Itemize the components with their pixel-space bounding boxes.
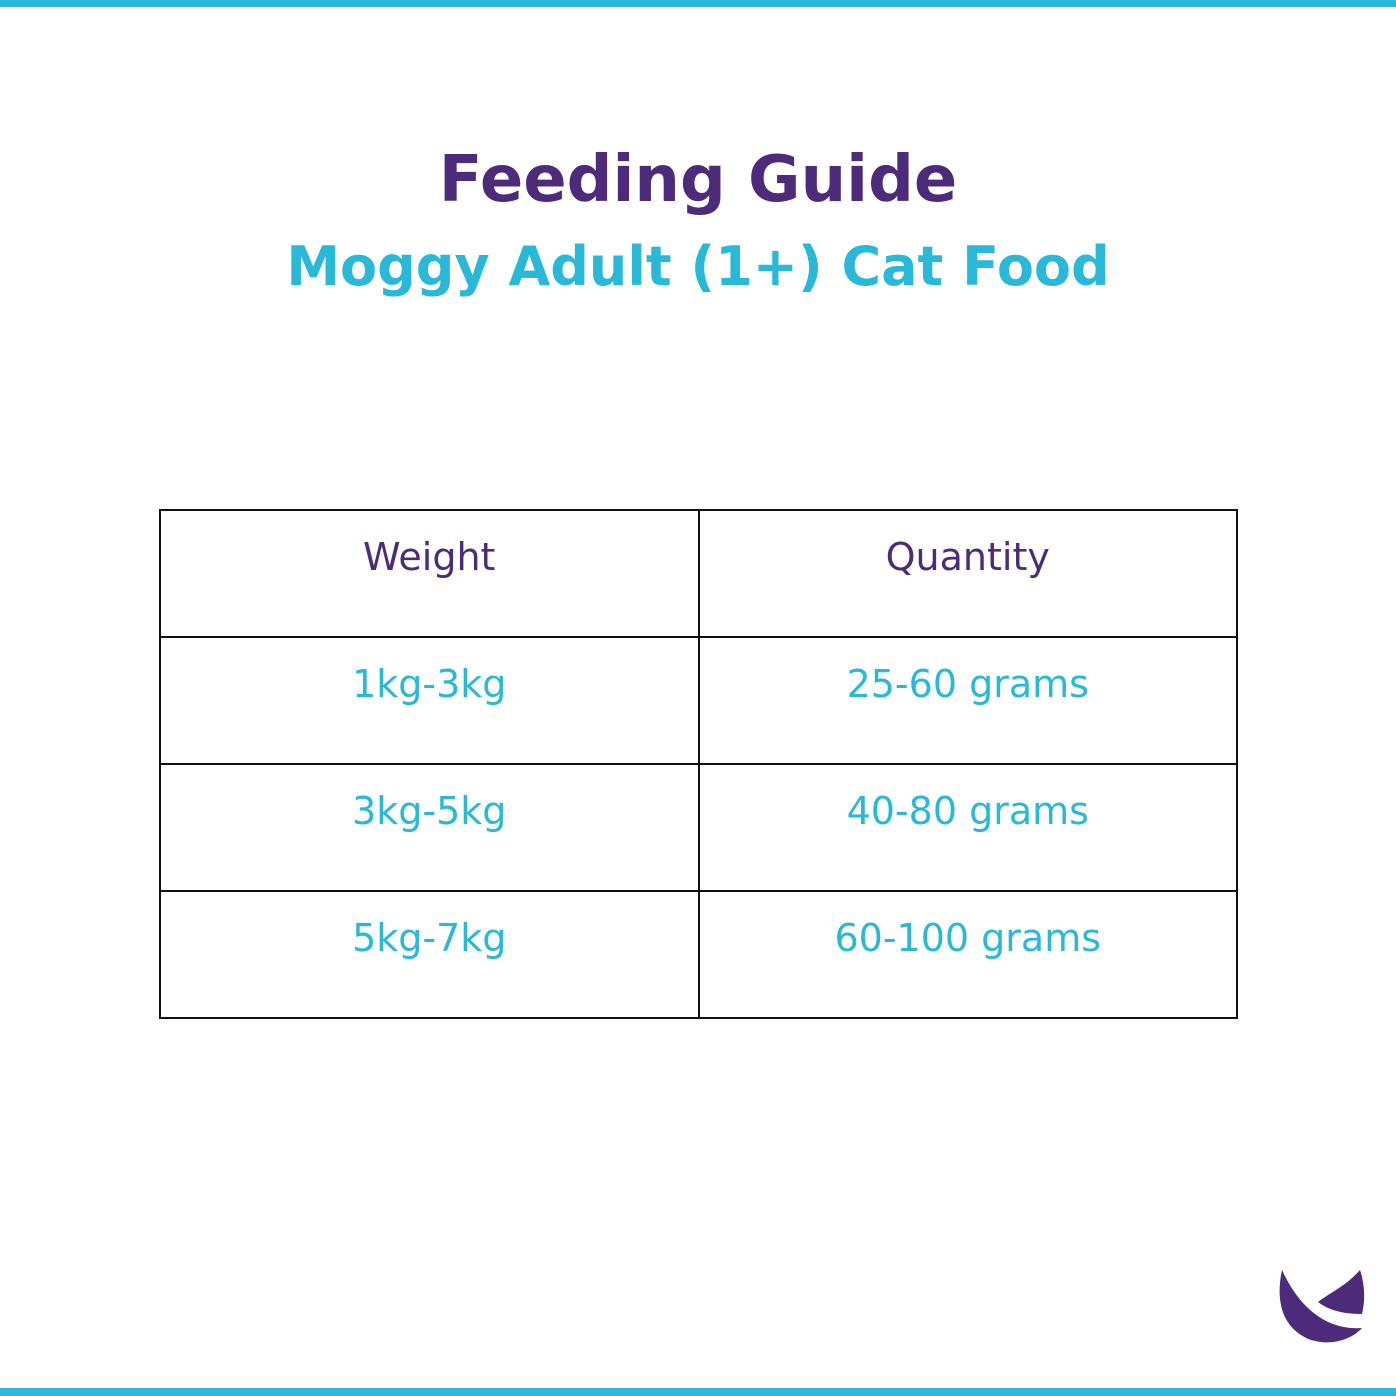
table-header-row: Weight Quantity xyxy=(159,509,1238,638)
quantity-cell: 25-60 grams xyxy=(697,636,1238,765)
table-row: 3kg-5kg 40-80 grams xyxy=(159,763,1238,892)
header-weight: Weight xyxy=(159,509,700,638)
feeding-table: Weight Quantity 1kg-3kg 25-60 grams 3kg-… xyxy=(159,509,1238,1019)
table-row: 1kg-3kg 25-60 grams xyxy=(159,636,1238,765)
top-accent-bar xyxy=(0,0,1396,7)
quantity-cell: 60-100 grams xyxy=(697,890,1238,1019)
page-subtitle: Moggy Adult (1+) Cat Food xyxy=(286,235,1110,298)
table-row: 5kg-7kg 60-100 grams xyxy=(159,890,1238,1019)
weight-cell: 3kg-5kg xyxy=(159,763,700,892)
weight-cell: 1kg-3kg xyxy=(159,636,700,765)
weight-cell: 5kg-7kg xyxy=(159,890,700,1019)
header-quantity: Quantity xyxy=(697,509,1238,638)
brand-logo-icon xyxy=(1279,1270,1365,1343)
bottom-accent-bar xyxy=(0,1388,1396,1396)
page-title: Feeding Guide xyxy=(438,143,958,217)
quantity-cell: 40-80 grams xyxy=(697,763,1238,892)
